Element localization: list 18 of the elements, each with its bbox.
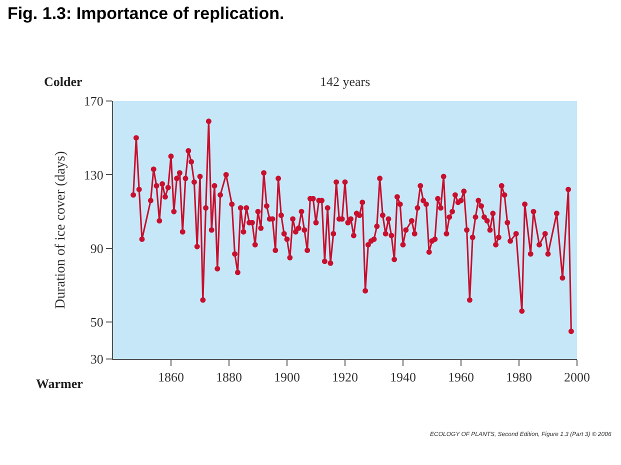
y-tick-label: 130 [84,167,104,182]
x-tick-label: 2000 [564,370,590,385]
y-tick-label: 90 [90,240,104,256]
y-tick-label: 50 [90,314,104,330]
y-axis-title: Duration of ice cover (days) [54,150,68,309]
x-tick-label: 1980 [506,370,532,385]
x-tick-label: 1860 [158,370,184,385]
y-tick-label: 170 [84,94,104,109]
text: Colder [44,74,82,89]
text: Warmer [36,376,84,391]
text: 142 years [320,74,370,89]
x-tick-label: 1920 [332,370,358,385]
y-tick-label: 30 [90,352,104,367]
x-tick-label: 1880 [216,370,242,385]
chart-title: Fig. 1.3: Importance of replication. [7,4,284,23]
x-tick-label: 1900 [274,370,300,385]
x-tick-label: 1940 [390,370,416,385]
x-tick-label: 1960 [448,370,474,385]
